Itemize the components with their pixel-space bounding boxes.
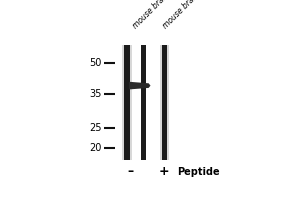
Text: –: – <box>128 165 134 178</box>
Text: Peptide: Peptide <box>177 167 220 177</box>
Text: 50: 50 <box>89 58 101 68</box>
Bar <box>141 45 146 160</box>
Bar <box>124 45 130 160</box>
Polygon shape <box>129 82 151 89</box>
Text: mouse brain: mouse brain <box>161 0 201 30</box>
Text: +: + <box>159 165 169 178</box>
Bar <box>162 45 167 160</box>
Bar <box>160 45 169 160</box>
Text: 20: 20 <box>89 143 101 153</box>
Text: mouse brain: mouse brain <box>131 0 171 30</box>
Text: 35: 35 <box>89 89 101 99</box>
Bar <box>122 45 132 160</box>
Text: 25: 25 <box>89 123 101 133</box>
